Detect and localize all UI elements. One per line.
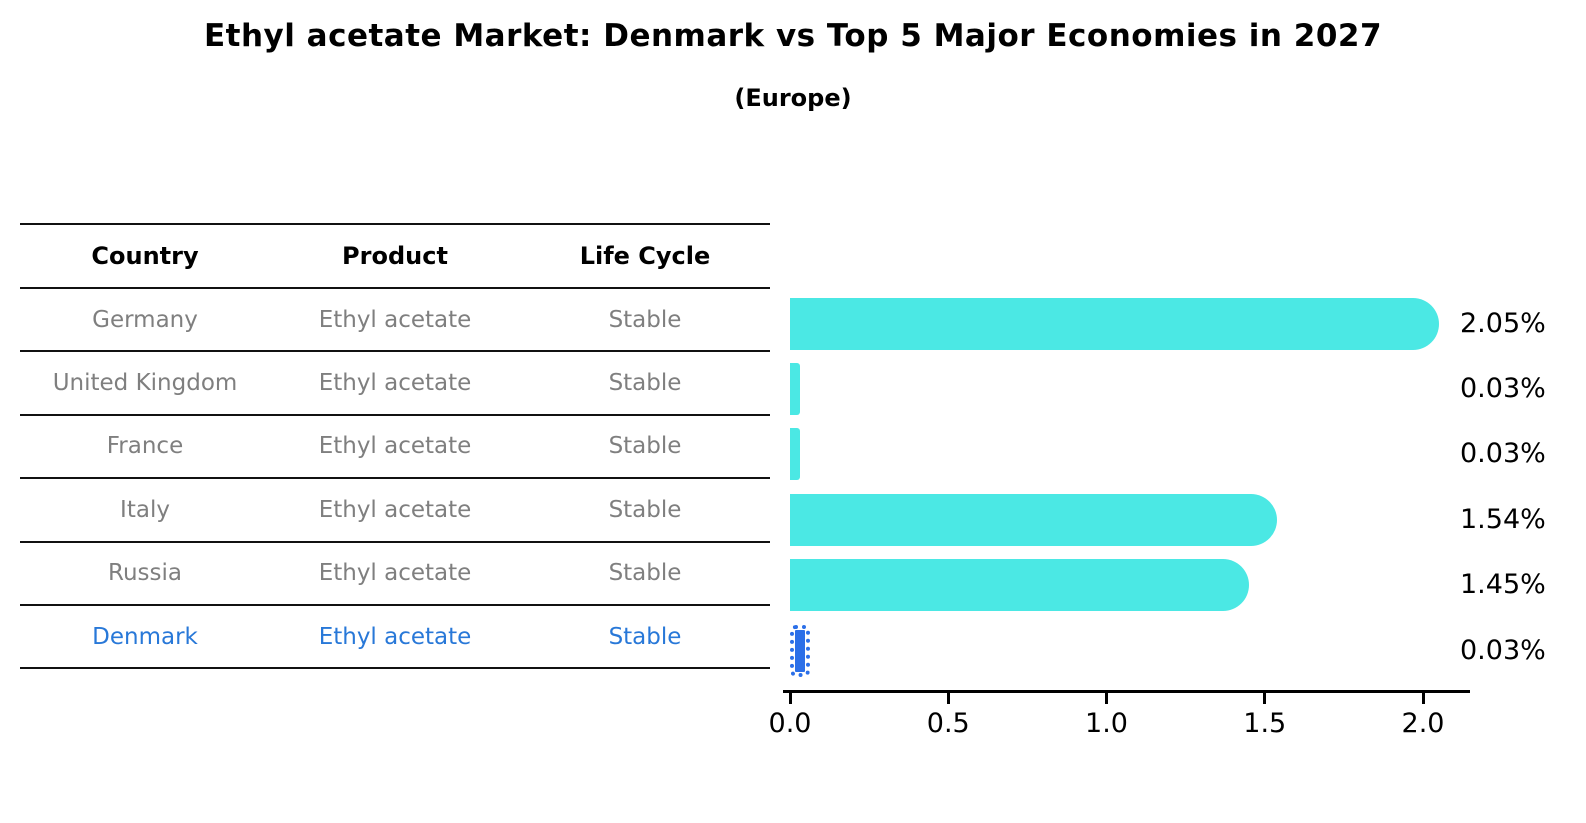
chart-subtitle: (Europe) bbox=[734, 84, 852, 112]
bar-russia bbox=[790, 559, 1249, 612]
product-cell: Ethyl acetate bbox=[318, 433, 472, 460]
product-cell: Ethyl acetate bbox=[318, 306, 472, 333]
bar-germany bbox=[790, 297, 1439, 350]
life-cycle-cell: Stable bbox=[608, 306, 682, 333]
x-tick-label: 1.5 bbox=[1243, 708, 1287, 739]
product-cell: Ethyl acetate bbox=[318, 623, 472, 650]
chart-title: Ethyl acetate Market: Denmark vs Top 5 M… bbox=[203, 18, 1383, 54]
value-label-germany: 2.05% bbox=[1460, 307, 1546, 339]
life-cycle-cell: Stable bbox=[608, 433, 682, 460]
life-cycle-cell: Stable bbox=[608, 496, 682, 523]
x-tick-label: 0.0 bbox=[768, 708, 812, 739]
x-tick-label: 1.0 bbox=[1085, 708, 1128, 739]
x-tick-mark bbox=[788, 693, 792, 704]
country-cell: United Kingdom bbox=[52, 370, 238, 397]
bar-denmark bbox=[790, 624, 810, 677]
table-row-italy: Italy Ethyl acetate Stable bbox=[20, 478, 770, 542]
bar-italy bbox=[790, 493, 1278, 546]
country-info-table: Country Product Life Cycle Germany Ethyl … bbox=[20, 223, 770, 669]
x-tick-label: 2.0 bbox=[1401, 708, 1445, 739]
life-cycle-cell: Stable bbox=[608, 560, 682, 587]
value-label-russia: 1.45% bbox=[1460, 569, 1546, 601]
product-cell: Ethyl acetate bbox=[318, 496, 472, 523]
bar-united-kingdom bbox=[790, 362, 800, 415]
product-cell: Ethyl acetate bbox=[318, 370, 472, 397]
table-body: Germany Ethyl acetate Stable United Kingdom… bbox=[20, 288, 770, 669]
product-cell: Ethyl acetate bbox=[318, 560, 472, 587]
country-cell: Denmark bbox=[92, 623, 198, 650]
x-tick-mark bbox=[946, 693, 950, 704]
country-cell: Italy bbox=[120, 496, 170, 523]
value-label-denmark: 0.03% bbox=[1460, 634, 1546, 666]
country-cell: Germany bbox=[92, 306, 198, 333]
table-row-united-kingdom: United Kingdom Ethyl acetate Stable bbox=[20, 351, 770, 415]
country-cell: France bbox=[106, 433, 184, 460]
x-tick-label: 0.5 bbox=[926, 708, 970, 739]
table-row-france: France Ethyl acetate Stable bbox=[20, 415, 770, 479]
bar-france bbox=[790, 428, 800, 481]
x-tick-mark bbox=[1263, 693, 1267, 704]
table-row-denmark: Denmark Ethyl acetate Stable bbox=[20, 605, 770, 669]
value-label-france: 0.03% bbox=[1460, 438, 1546, 470]
column-header-life-cycle: Life Cycle bbox=[579, 242, 711, 270]
life-cycle-cell: Stable bbox=[608, 623, 682, 650]
country-cell: Russia bbox=[108, 560, 182, 587]
x-tick-mark bbox=[1105, 693, 1108, 704]
life-cycle-cell: Stable bbox=[608, 370, 682, 397]
table-header: Country Product Life Cycle bbox=[20, 224, 770, 288]
x-tick-mark bbox=[1421, 693, 1425, 704]
column-header-product: Product bbox=[342, 242, 448, 270]
column-header-country: Country bbox=[91, 242, 199, 270]
value-label-united-kingdom: 0.03% bbox=[1460, 372, 1546, 404]
table-row-russia: Russia Ethyl acetate Stable bbox=[20, 542, 770, 605]
x-axis-line bbox=[783, 690, 1470, 693]
value-label-italy: 1.54% bbox=[1460, 503, 1546, 535]
table-row-germany: Germany Ethyl acetate Stable bbox=[20, 288, 770, 352]
